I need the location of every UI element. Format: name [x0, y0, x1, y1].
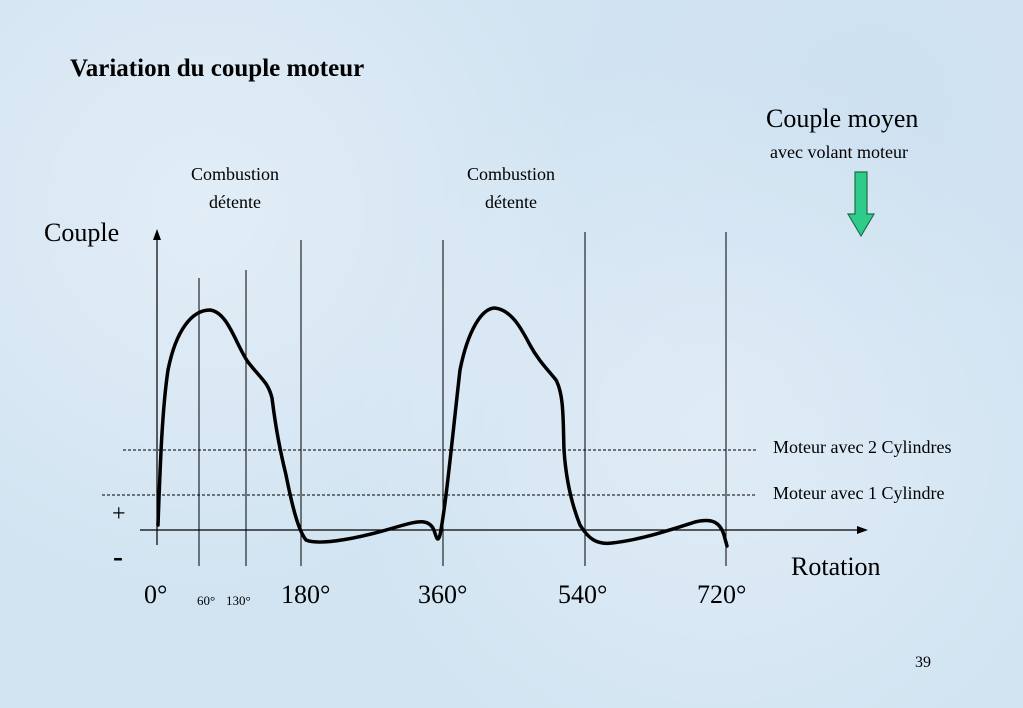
combustion-label-2-line1: Combustion [466, 164, 555, 184]
slide-title: Variation du couple moteur [70, 55, 365, 82]
couple-moyen-title: Couple moyen [766, 104, 919, 133]
torque-curve [156, 306, 729, 548]
combustion-label-2: Combustion détente [446, 160, 576, 216]
legend-one-cylinder: Moteur avec 1 Cylindre [773, 483, 945, 503]
combustion-label-1-line1: Combustion [190, 164, 279, 184]
y-axis-label: Couple [44, 218, 120, 247]
arrow-down-icon [846, 171, 876, 238]
minus-sign: - [113, 540, 123, 573]
plus-sign: + [112, 501, 126, 527]
combustion-label-1-line2: détente [209, 192, 261, 212]
page-number: 39 [915, 654, 931, 671]
tick-720: 720° [697, 580, 747, 609]
combustion-label-2-line2: détente [485, 192, 537, 212]
x-axis-arrow [857, 526, 868, 534]
combustion-label-1: Combustion détente [170, 160, 300, 216]
y-axis-arrow [153, 229, 161, 240]
couple-moyen-subtitle: avec volant moteur [770, 142, 908, 162]
tick-60: 60° [197, 593, 216, 608]
tick-540: 540° [558, 580, 608, 609]
tick-130: 130° [226, 593, 251, 608]
tick-180: 180° [281, 580, 331, 609]
x-axis-label: Rotation [791, 552, 881, 581]
tick-0: 0° [144, 580, 168, 609]
tick-360: 360° [418, 580, 468, 609]
legend-two-cylinders: Moteur avec 2 Cylindres [773, 437, 952, 457]
